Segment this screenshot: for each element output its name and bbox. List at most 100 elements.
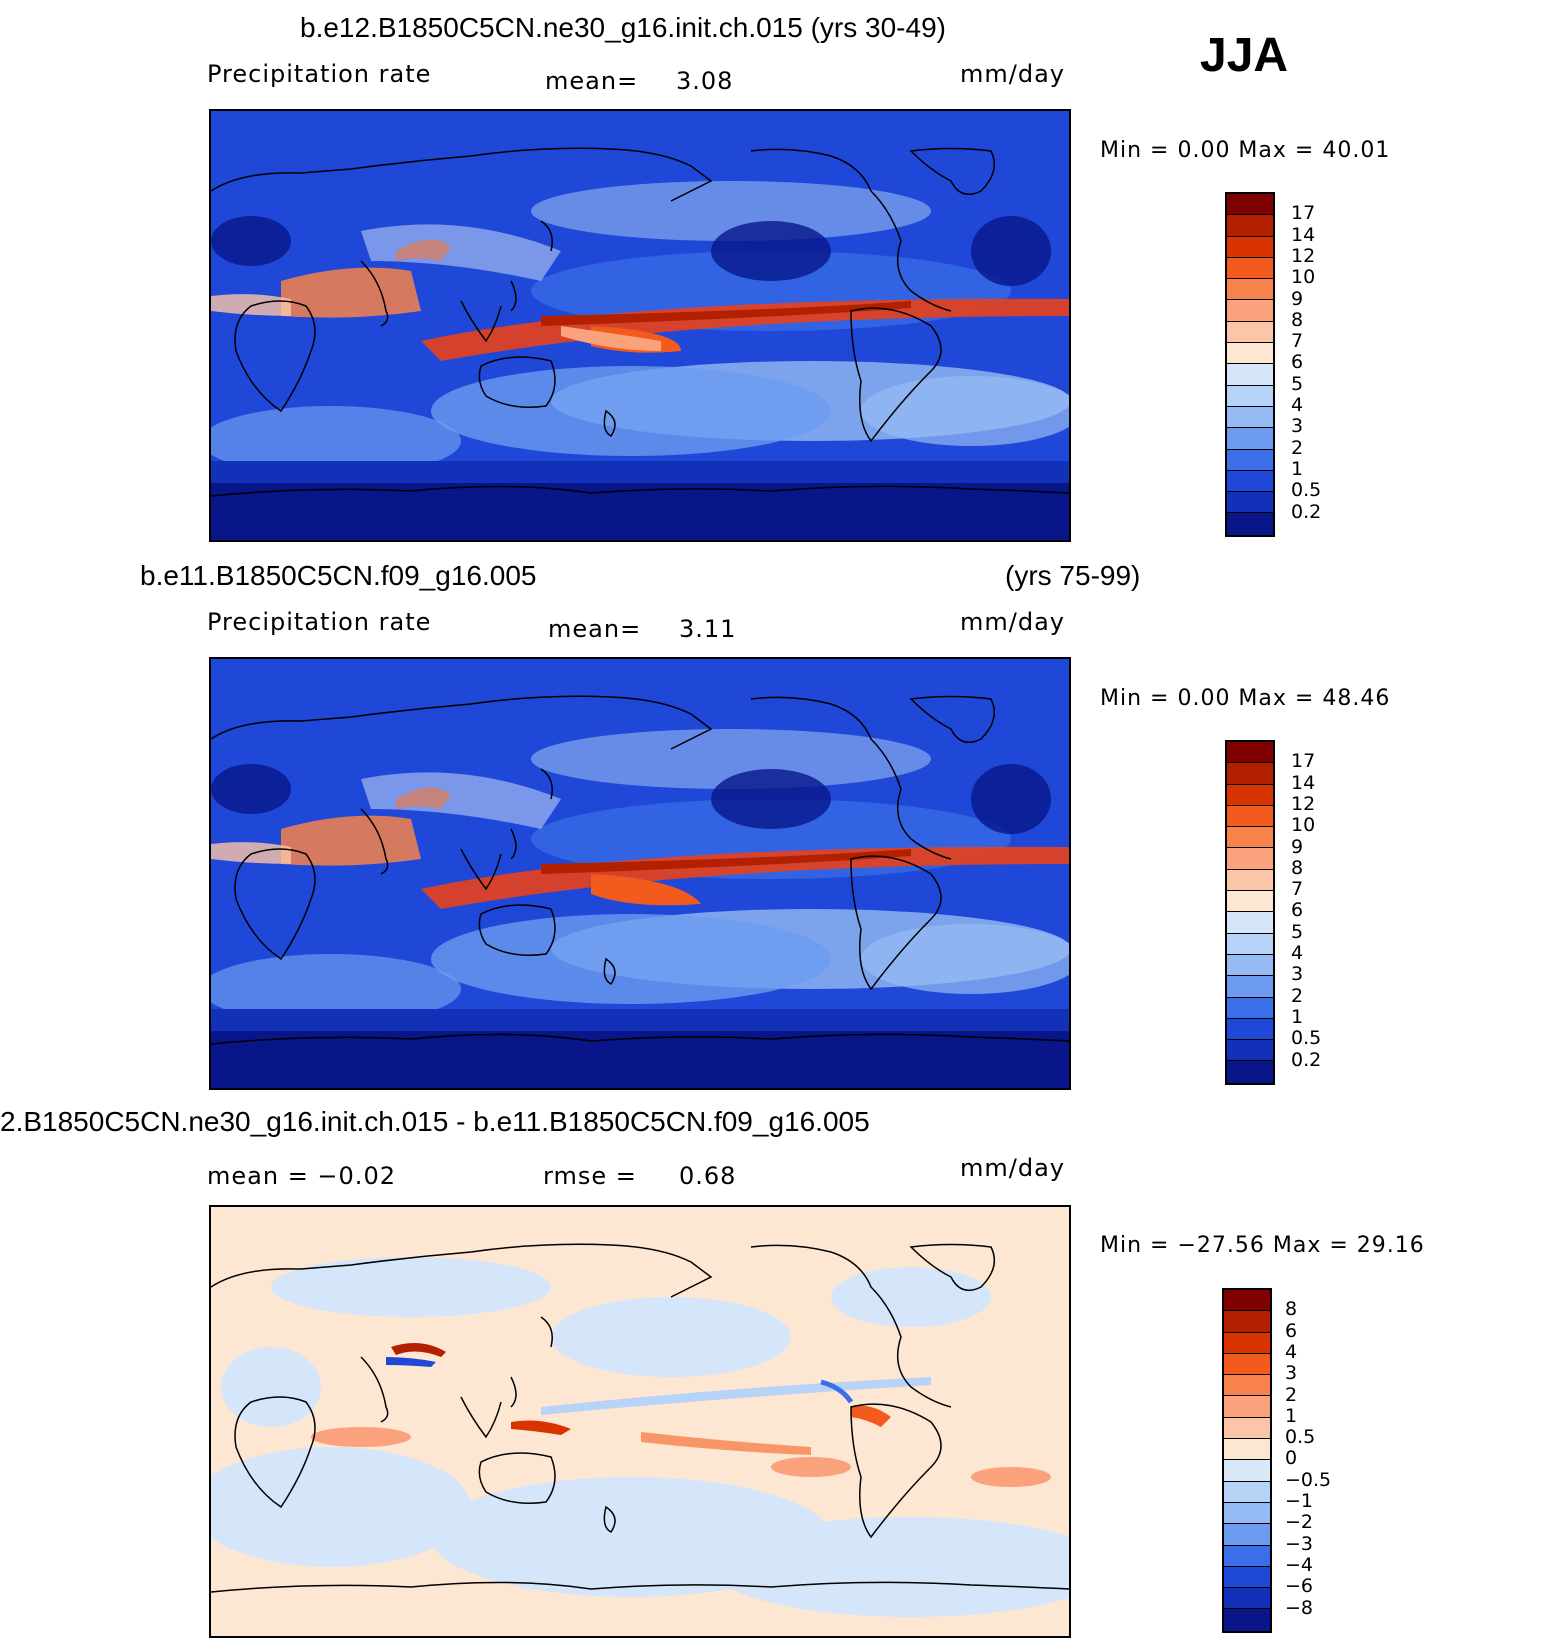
colorbar-label: −1 — [1285, 1490, 1314, 1512]
colorbar-box — [1227, 997, 1273, 1019]
colorbar-label: 5 — [1291, 372, 1304, 395]
colorbar-box — [1224, 1353, 1270, 1376]
colorbar-box — [1227, 321, 1273, 344]
colorbar-label: 12 — [1291, 244, 1316, 267]
colorbar-box — [1227, 912, 1273, 934]
panel2-mean-label: mean= — [548, 615, 642, 643]
colorbar-box — [1224, 1311, 1270, 1333]
coastlines — [211, 1243, 1069, 1593]
colorbar-box — [1227, 492, 1273, 514]
colorbar-box — [1227, 343, 1273, 365]
panel3-title: 2.B1850C5CN.ne30_g16.init.ch.015 - b.e11… — [0, 1106, 870, 1137]
colorbar-label: 1 — [1291, 457, 1304, 480]
colorbar-label: 0.5 — [1291, 1027, 1322, 1050]
colorbar-label: 8 — [1291, 308, 1304, 331]
colorbar-box — [1227, 470, 1273, 493]
colorbar-label: 3 — [1291, 415, 1304, 438]
colorbar-box — [1227, 1018, 1273, 1041]
coastlines — [211, 695, 1069, 1045]
colorbar-label: 17 — [1291, 750, 1316, 773]
colorbar-box — [1227, 1040, 1273, 1062]
colorbar-box — [1227, 742, 1273, 764]
colorbar-box — [1227, 805, 1273, 828]
colorbar-label: −4 — [1285, 1553, 1314, 1576]
colorbar-label: 0.5 — [1291, 479, 1322, 502]
colorbar-label: 6 — [1291, 351, 1304, 374]
colorbar-label: −0.5 — [1285, 1468, 1332, 1491]
colorbar-label: 5 — [1291, 920, 1304, 943]
colorbar-label: 0 — [1285, 1447, 1298, 1470]
colorbar-box — [1227, 933, 1273, 955]
panel3-rmse-value: 0.68 — [679, 1162, 737, 1190]
colorbar-label: 7 — [1291, 878, 1304, 901]
colorbar-label: 4 — [1285, 1340, 1298, 1363]
colorbar-label: −8 — [1285, 1596, 1314, 1619]
colorbar-box — [1224, 1566, 1270, 1589]
colorbar-label: −6 — [1285, 1575, 1314, 1598]
colorbar-label: 0.2 — [1291, 1048, 1322, 1071]
colorbar-box — [1227, 449, 1273, 471]
colorbar-box — [1227, 279, 1273, 301]
colorbar-label: 9 — [1291, 835, 1304, 858]
colorbar-box — [1224, 1524, 1270, 1546]
colorbar-box — [1227, 827, 1273, 849]
panel2-precip-map — [209, 657, 1071, 1090]
panel3-difference-map — [209, 1205, 1071, 1638]
colorbar-box — [1224, 1417, 1270, 1440]
colorbar-label: 3 — [1285, 1362, 1298, 1385]
colorbar-box — [1227, 954, 1273, 977]
colorbar-box — [1224, 1588, 1270, 1610]
colorbar-label: 6 — [1291, 899, 1304, 922]
panel2-variable-label: Precipitation rate — [207, 608, 432, 636]
colorbar-box — [1227, 236, 1273, 258]
panel1-variable-label: Precipitation rate — [207, 60, 432, 88]
panel1-mean-value: 3.08 — [676, 67, 734, 95]
colorbar-label: 3 — [1291, 963, 1304, 986]
colorbar-label: 10 — [1291, 814, 1316, 837]
colorbar-box — [1227, 257, 1273, 280]
colorbar-label: 2 — [1285, 1383, 1298, 1406]
panel2-colorbar — [1225, 740, 1275, 1085]
colorbar-label: 7 — [1291, 330, 1304, 353]
colorbar-label: 2 — [1291, 436, 1304, 459]
colorbar-label: 6 — [1285, 1319, 1298, 1342]
colorbar-box — [1227, 364, 1273, 386]
colorbar-box — [1224, 1332, 1270, 1354]
colorbar-label: 9 — [1291, 287, 1304, 310]
colorbar-box — [1224, 1439, 1270, 1461]
panel3-mean: mean = −0.02 — [207, 1162, 396, 1190]
colorbar-label: 8 — [1285, 1298, 1298, 1321]
panel1-minmax: Min = 0.00 Max = 40.01 — [1100, 138, 1391, 163]
colorbar-label: 14 — [1291, 771, 1316, 794]
colorbar-label: 10 — [1291, 266, 1316, 289]
colorbar-label: 12 — [1291, 792, 1316, 815]
colorbar-label: 8 — [1291, 856, 1304, 879]
coastlines — [211, 147, 1069, 497]
colorbar-label: 1 — [1291, 1005, 1304, 1028]
colorbar-box — [1224, 1396, 1270, 1418]
colorbar-box — [1227, 848, 1273, 870]
panel2-units: mm/day — [960, 608, 1065, 636]
colorbar-box — [1227, 976, 1273, 998]
panel3-rmse-label: rmse = — [543, 1162, 637, 1190]
panel1-colorbar — [1225, 192, 1275, 537]
panel2-title: b.e11.B1850C5CN.f09_g16.005 — [140, 560, 537, 591]
colorbar-box — [1227, 1061, 1273, 1083]
colorbar-box — [1227, 215, 1273, 237]
panel1-mean-label: mean= — [545, 67, 639, 95]
colorbar-box — [1224, 1290, 1270, 1312]
colorbar-box — [1227, 891, 1273, 913]
colorbar-box — [1227, 784, 1273, 806]
colorbar-label: 0.2 — [1291, 500, 1322, 523]
panel2-mean-value: 3.11 — [679, 615, 737, 643]
panel1-title: b.e12.B1850C5CN.ne30_g16.init.ch.015 (yr… — [300, 12, 946, 43]
colorbar-box — [1224, 1375, 1270, 1397]
colorbar-label: −3 — [1285, 1532, 1314, 1555]
colorbar-label: 4 — [1291, 942, 1304, 964]
colorbar-label: 4 — [1291, 394, 1304, 416]
colorbar-box — [1227, 406, 1273, 429]
colorbar-label: 14 — [1291, 223, 1316, 246]
panel3-minmax: Min = −27.56 Max = 29.16 — [1100, 1233, 1425, 1258]
panel3-colorbar — [1222, 1288, 1272, 1633]
colorbar-box — [1224, 1481, 1270, 1503]
